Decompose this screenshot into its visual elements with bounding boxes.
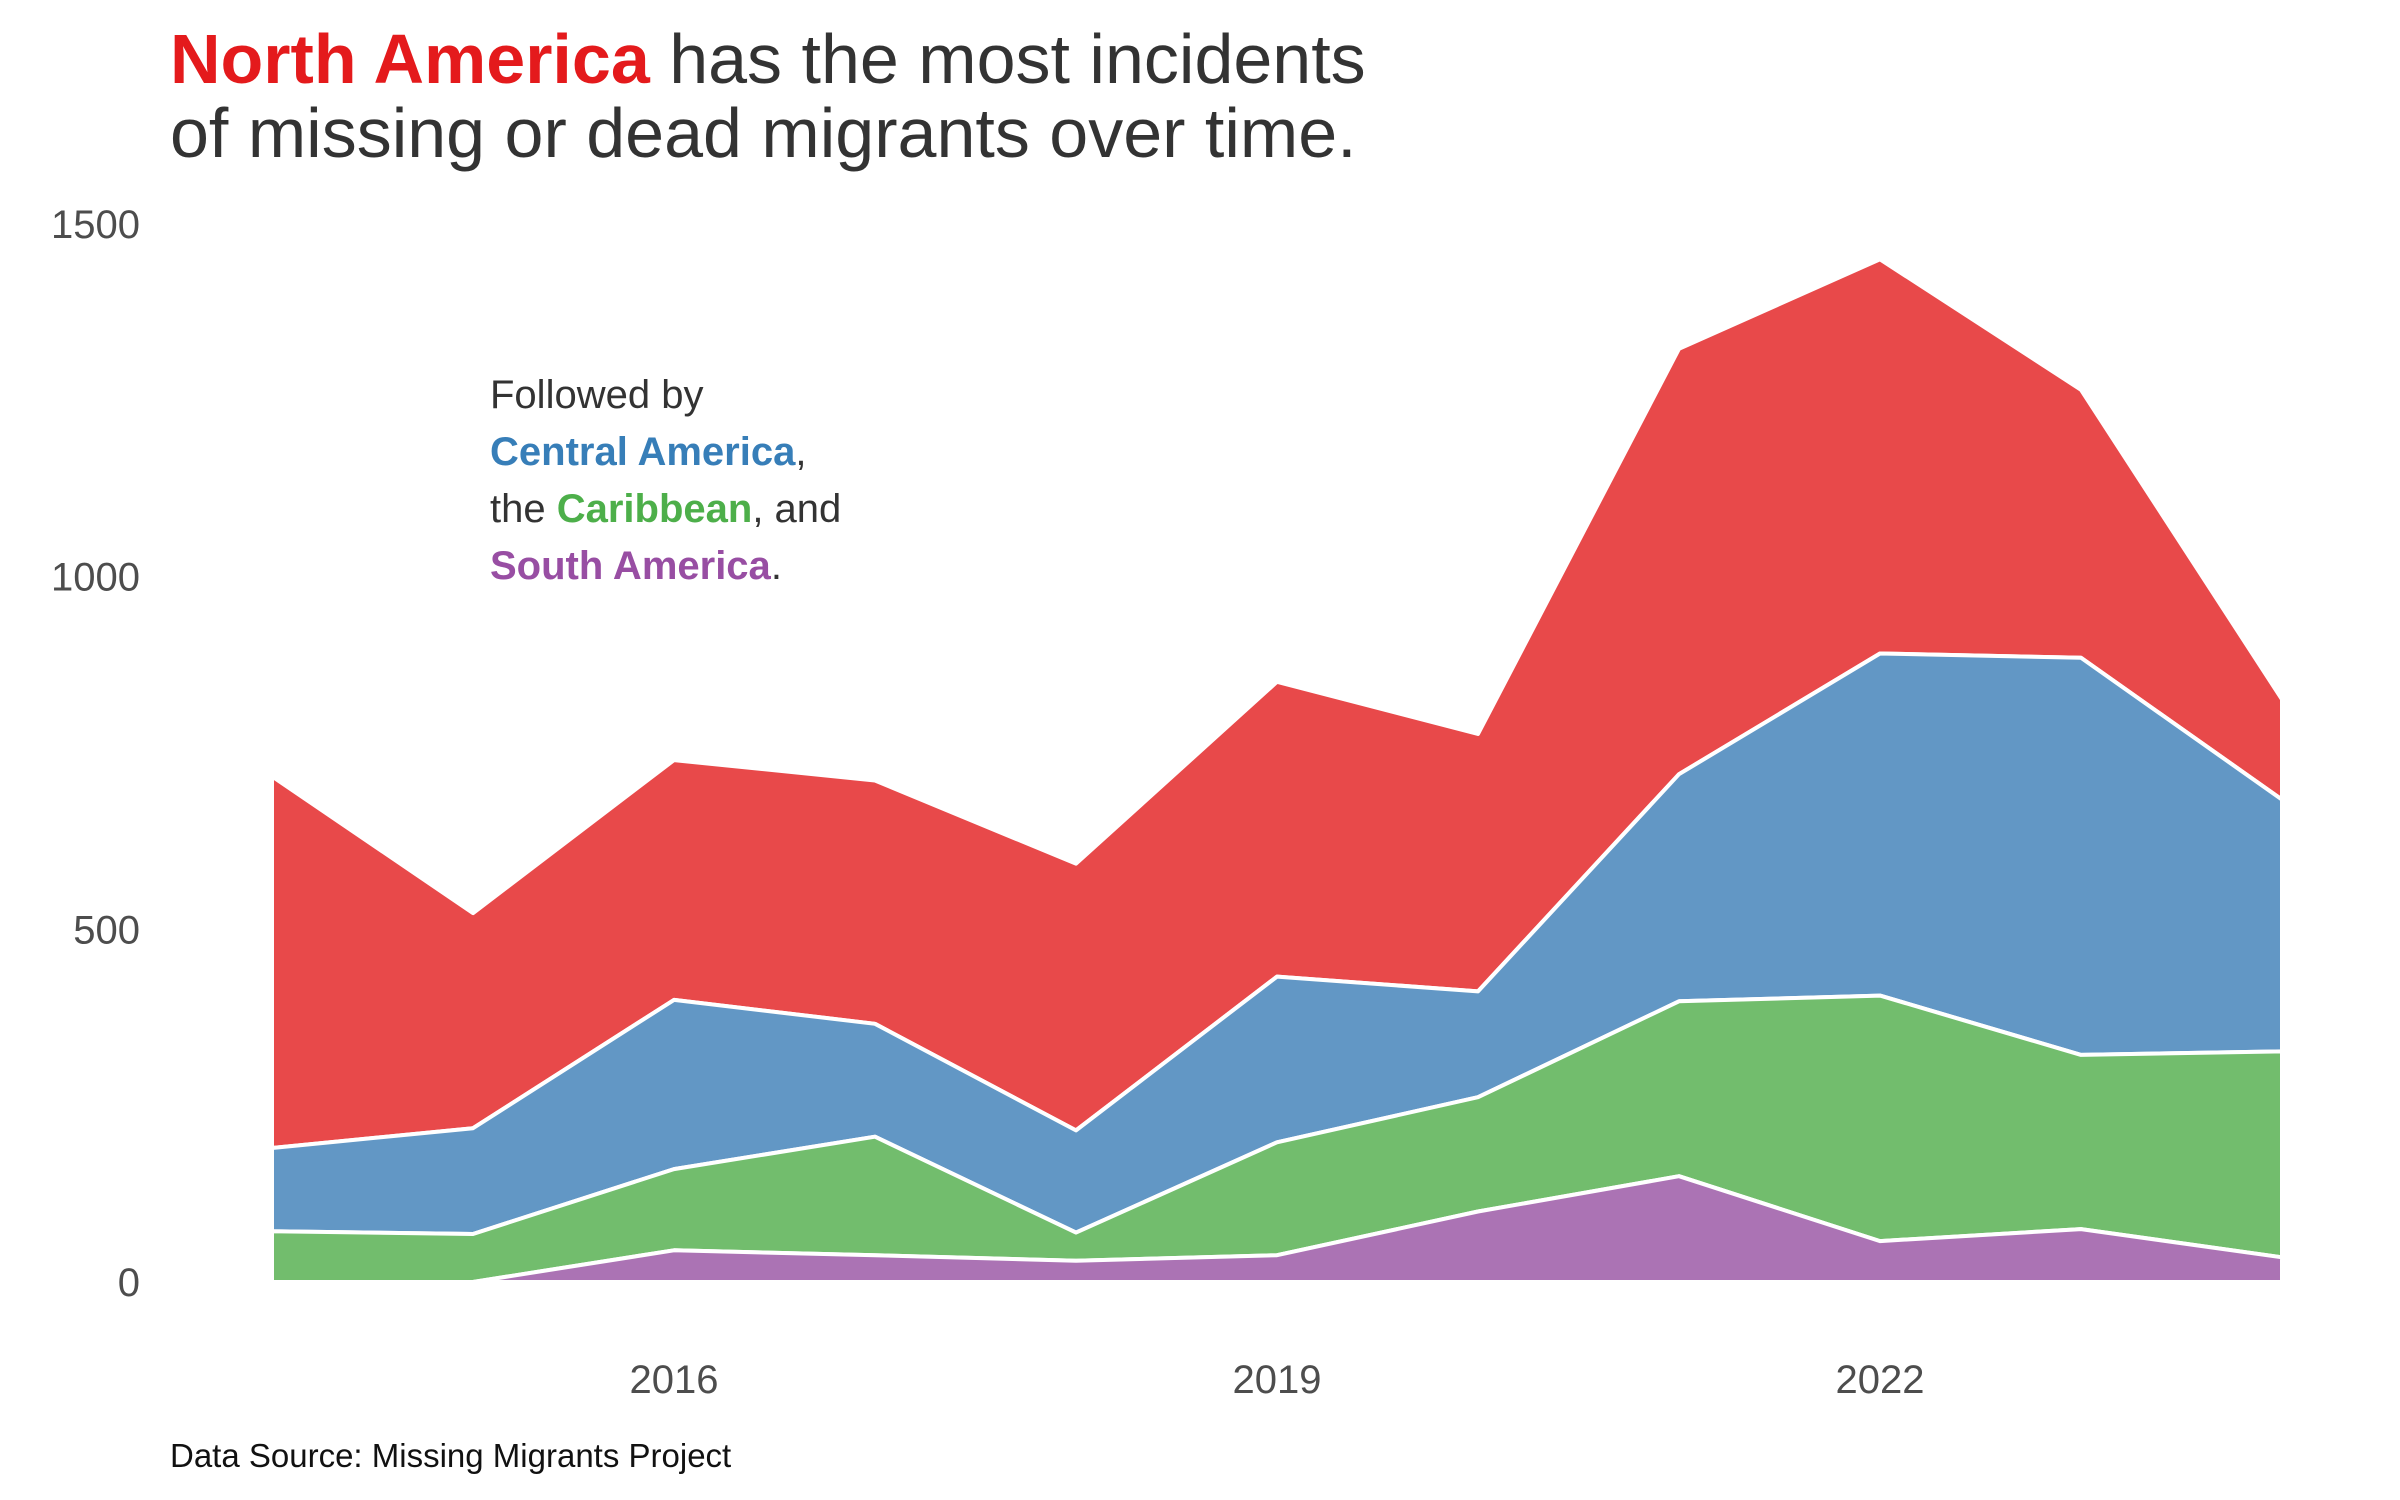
x-tick-label: 2022 (1836, 1358, 1925, 1402)
annotation-period: . (771, 544, 782, 588)
annotation-line4: South America. (490, 544, 782, 588)
chart-title-line2: of missing or dead migrants over time. (170, 94, 1357, 172)
x-tick-label: 2019 (1233, 1358, 1322, 1402)
title-highlight: North America (170, 20, 651, 98)
y-axis-ticks: 0 500 1000 1500 (51, 203, 140, 1305)
annotation-south-america: South America (490, 544, 772, 588)
data-source: Data Source: Missing Migrants Project (170, 1437, 731, 1474)
annotation-line3: the Caribbean, and (490, 487, 841, 531)
annotation-comma: , (795, 430, 806, 474)
y-tick-label: 1500 (51, 203, 140, 247)
chart-title-line1: North America has the most incidents (170, 20, 1366, 98)
annotation-line2: Central America, (490, 430, 806, 474)
area-south-america (270, 1174, 2284, 1284)
annotation-line1: Followed by (490, 373, 703, 417)
y-tick-label: 1000 (51, 556, 140, 600)
area-layers (270, 257, 2284, 1284)
x-axis-ticks: 2016 2019 2022 (630, 1358, 1925, 1402)
title-rest: has the most incidents (650, 20, 1366, 98)
annotation-caribbean: Caribbean (557, 487, 753, 531)
annotation-the: the (490, 487, 557, 531)
annotation-central-america: Central America (490, 430, 796, 474)
x-tick-label: 2016 (630, 1358, 719, 1402)
y-tick-label: 500 (73, 908, 140, 952)
y-tick-label: 0 (118, 1261, 140, 1305)
annotation: Followed by Central America, the Caribbe… (490, 373, 841, 588)
annotation-and: , and (752, 487, 841, 531)
